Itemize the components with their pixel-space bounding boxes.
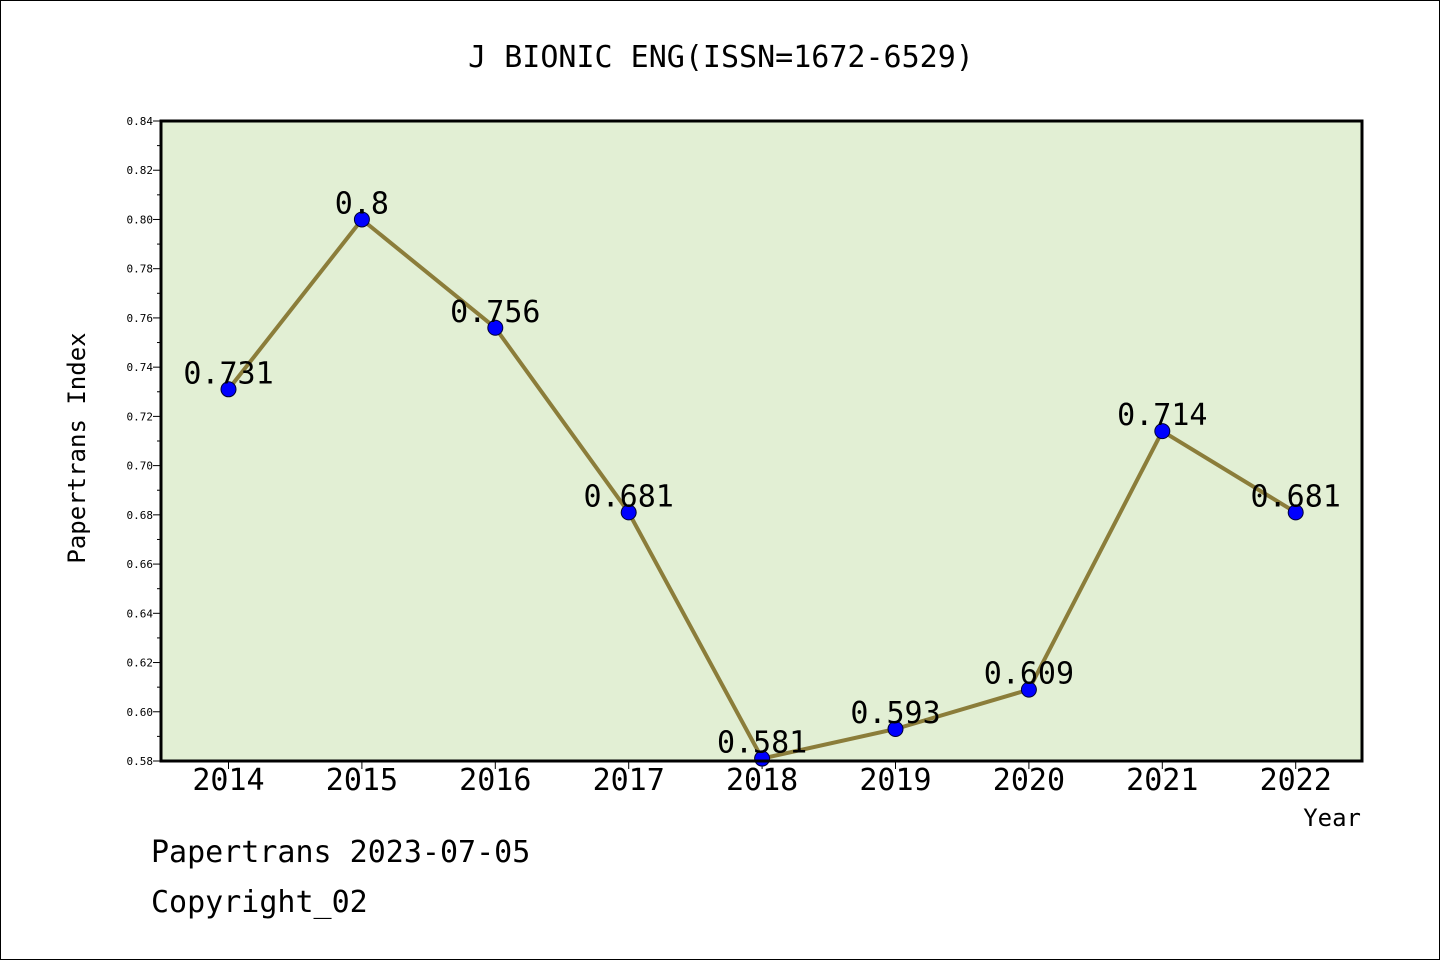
x-tick-label: 2014 [192,763,264,798]
data-label: 0.609 [984,657,1074,692]
y-tick-label: 0.82 [127,164,154,177]
plot-frame [159,119,1364,763]
x-tick-label: 2019 [859,763,931,798]
data-point [887,721,904,737]
y-axis-title: Papertrans Index [63,332,91,563]
data-point [1154,423,1171,440]
data-label: 0.593 [850,696,940,731]
y-tick-label: 0.74 [127,361,154,374]
y-tick-label: 0.68 [127,509,154,522]
data-label: 0.756 [450,295,540,330]
footer-copyright: Copyright_02 [151,885,368,920]
y-tick-label: 0.60 [127,706,154,719]
data-label: 0.731 [183,356,273,391]
y-tick-label: 0.64 [127,607,154,620]
data-label: 0.681 [1251,479,1341,514]
data-label: 0.714 [1117,398,1207,433]
data-labels: 0.731 0.8 0.756 0.681 0.581 0.593 0.609 0.714 0.… [183,186,1341,760]
data-point [220,381,237,398]
data-point [353,211,370,228]
y-tick-label: 0.84 [127,115,154,128]
x-tick-label: 2018 [726,763,798,798]
data-label: 0.681 [584,479,674,514]
x-tick-label: 2015 [326,763,398,798]
y-tick-label: 0.76 [127,312,154,325]
x-tick-label: 2021 [1126,763,1198,798]
y-tick-label: 0.62 [127,657,154,670]
x-tick-label: 2016 [459,763,531,798]
data-label: 0.8 [335,186,389,221]
y-axis: 0.58 0.60 0.62 0.64 0.66 0.68 0.70 0.72 0.74 0.76… [127,115,161,768]
y-tick-label: 0.78 [127,263,154,276]
y-tick-label: 0.72 [127,410,154,423]
chart-title: J BIONIC ENG(ISSN=1672-6529) [468,40,974,75]
data-label: 0.581 [717,726,807,761]
y-tick-label: 0.80 [127,213,154,226]
x-axis-title: Year [1303,804,1361,832]
y-tick-label: 0.58 [127,755,154,768]
x-tick-label: 2020 [993,763,1065,798]
data-point [1287,504,1304,521]
x-tick-label: 2017 [593,763,665,798]
data-point [1020,681,1037,698]
data-point [487,319,504,336]
x-tick-label: 2022 [1260,763,1332,798]
data-point [620,504,637,521]
x-axis: 2014 2015 2016 2017 2018 2019 2020 2021 2022 [192,761,1332,798]
data-points [220,211,1304,767]
y-tick-label: 0.66 [127,558,154,571]
footer-date: Papertrans 2023-07-05 [151,835,531,870]
y-tick-label: 0.70 [127,460,154,473]
plot-area [161,121,1362,761]
